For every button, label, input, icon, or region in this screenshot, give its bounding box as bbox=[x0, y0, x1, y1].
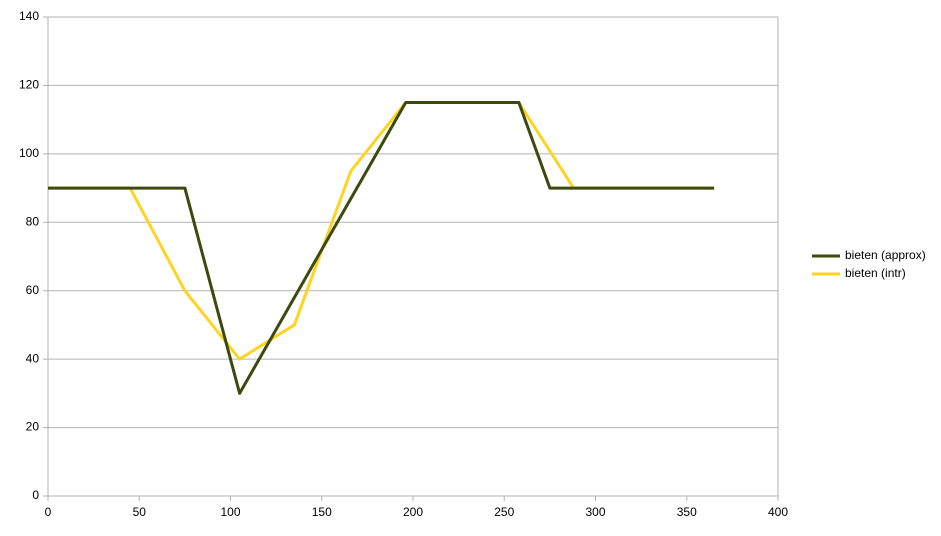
x-tick-label: 350 bbox=[677, 505, 697, 519]
legend-label: bieten (approx) bbox=[845, 248, 926, 262]
series-line bbox=[48, 101, 715, 361]
x-tick-label: 250 bbox=[494, 505, 514, 519]
y-tick-label: 20 bbox=[26, 420, 40, 434]
x-tick-label: 200 bbox=[403, 505, 423, 519]
x-tick-label: 100 bbox=[220, 505, 240, 519]
x-tick-label: 150 bbox=[312, 505, 332, 519]
y-tick-label: 80 bbox=[26, 214, 40, 228]
x-tick-label: 300 bbox=[585, 505, 605, 519]
y-tick-label: 140 bbox=[19, 9, 39, 23]
series-line bbox=[48, 101, 715, 395]
x-tick-label: 50 bbox=[133, 505, 147, 519]
y-tick-label: 40 bbox=[26, 351, 40, 365]
y-tick-label: 0 bbox=[32, 488, 39, 502]
x-tick-label: 400 bbox=[768, 505, 788, 519]
y-tick-label: 100 bbox=[19, 146, 39, 160]
y-tick-label: 120 bbox=[19, 78, 39, 92]
x-tick-label: 0 bbox=[45, 505, 52, 519]
legend-label: bieten (intr) bbox=[845, 266, 906, 280]
y-tick-label: 60 bbox=[26, 283, 40, 297]
